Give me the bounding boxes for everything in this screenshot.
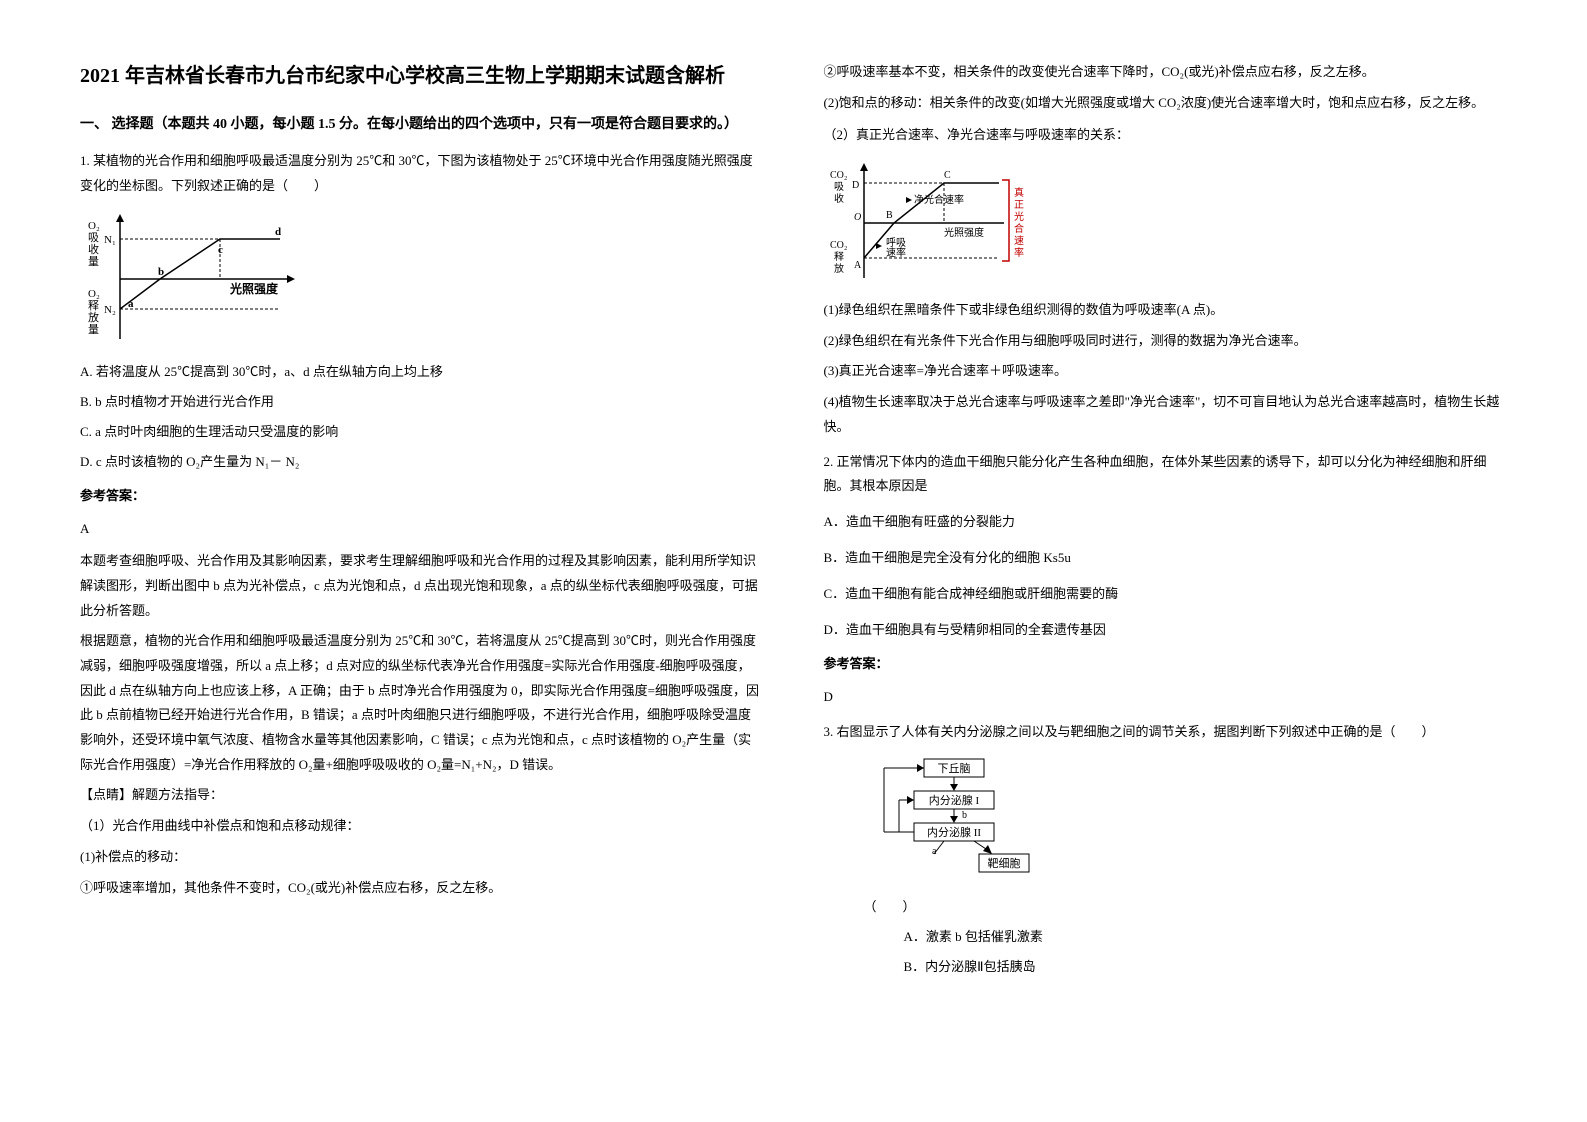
q2-answer: D	[824, 685, 1508, 710]
section-header: 一、 选择题（本题共 40 小题，每小题 1.5 分。在每小题给出的四个选项中，…	[80, 112, 764, 137]
svg-text:内分泌腺 II: 内分泌腺 II	[926, 825, 980, 839]
q1-answer: A	[80, 517, 764, 542]
col2-tip2-2: (2)绿色组织在有光条件下光合作用与细胞呼吸同时进行，测得的数据为净光合速率。	[824, 329, 1508, 354]
svg-text:合: 合	[1014, 222, 1024, 235]
svg-text:净光合速率: 净光合速率	[914, 193, 964, 206]
q1-optA: A. 若将温度从 25℃提高到 30℃时，a、d 点在纵轴方向上均上移	[80, 359, 764, 385]
col2-tip2-1: (1)绿色组织在黑暗条件下或非绿色组织测得的数值为呼吸速率(A 点)。	[824, 298, 1508, 323]
svg-text:N₂: N₂	[104, 304, 116, 316]
svg-text:a: a	[128, 298, 134, 310]
col2-figure: CO₂ 吸 收 CO₂ 释 放 D C B O A 净光合速率 光照强度 呼吸 …	[824, 158, 1508, 288]
svg-text:量: 量	[88, 323, 99, 336]
svg-text:放: 放	[88, 310, 99, 324]
q2-optA: A．造血干细胞有旺盛的分裂能力	[824, 509, 1508, 535]
q2-optB: B．造血干细胞是完全没有分化的细胞 Ks5u	[824, 545, 1508, 571]
svg-text:A: A	[854, 260, 862, 271]
fig1-y-bot: O₂	[88, 288, 100, 300]
q1-exp1: 本题考查细胞呼吸、光合作用及其影响因素，要求考生理解细胞呼吸和光合作用的过程及其…	[80, 549, 764, 623]
q2-text: 2. 正常情况下体内的造血干细胞只能分化产生各种血细胞，在体外某些因素的诱导下，…	[824, 450, 1508, 499]
svg-text:真: 真	[1014, 186, 1024, 199]
q2-optD: D．造血干细胞具有与受精卵相同的全套遗传基因	[824, 617, 1508, 643]
q3-paren: （ ）	[824, 894, 1508, 920]
svg-text:C: C	[944, 170, 951, 181]
right-column: ②呼吸速率基本不变，相关条件的改变使光合速率下降时，CO₂(或光)补偿点应右移，…	[824, 60, 1508, 984]
q3-optA: A．激素 b 包括催乳激素	[824, 924, 1508, 950]
svg-text:量: 量	[88, 255, 99, 268]
document-title: 2021 年吉林省长春市九台市纪家中心学校高三生物上学期期末试题含解析	[80, 60, 764, 92]
q1-optD: D. c 点时该植物的 O₂产生量为 N₁－ N₂	[80, 449, 764, 475]
q1-tip1-1-1: ①呼吸速率增加，其他条件不变时，CO₂(或光)补偿点应右移，反之左移。	[80, 876, 764, 901]
q3-optB: B．内分泌腺Ⅱ包括胰岛	[824, 954, 1508, 980]
svg-text:释: 释	[834, 250, 844, 263]
q2-answer-label: 参考答案：	[824, 651, 1508, 677]
svg-text:正: 正	[1014, 200, 1024, 211]
svg-text:CO₂: CO₂	[830, 170, 847, 181]
svg-text:吸: 吸	[834, 182, 844, 193]
svg-text:N₁: N₁	[104, 234, 116, 246]
svg-text:率: 率	[1014, 246, 1024, 259]
svg-text:O: O	[854, 212, 861, 223]
q1-optB: B. b 点时植物才开始进行光合作用	[80, 389, 764, 415]
col2-tip2: （2）真正光合速率、净光合速率与呼吸速率的关系：	[824, 123, 1508, 148]
col2-tip1-1-2: ②呼吸速率基本不变，相关条件的改变使光合速率下降时，CO₂(或光)补偿点应右移，…	[824, 60, 1508, 85]
svg-text:吸: 吸	[88, 232, 99, 244]
svg-text:d: d	[275, 226, 281, 238]
svg-text:下丘脑: 下丘脑	[937, 762, 970, 775]
q1-exp2: 根据题意，植物的光合作用和细胞呼吸最适温度分别为 25℃和 30℃，若将温度从 …	[80, 629, 764, 777]
q1-text: 1. 某植物的光合作用和细胞呼吸最适温度分别为 25℃和 30℃，下图为该植物处…	[80, 149, 764, 198]
q1-tip1-1: (1)补偿点的移动：	[80, 845, 764, 870]
svg-text:c: c	[218, 244, 223, 256]
svg-text:光照强度: 光照强度	[944, 226, 984, 239]
svg-text:释: 释	[88, 299, 99, 312]
svg-text:速: 速	[1014, 235, 1024, 247]
svg-text:速率: 速率	[886, 246, 906, 259]
q1-tip1: （1）光合作用曲线中补偿点和饱和点移动规律：	[80, 814, 764, 839]
fig1-y-top: O₂	[88, 220, 100, 232]
svg-text:光: 光	[1014, 210, 1024, 223]
left-column: 2021 年吉林省长春市九台市纪家中心学校高三生物上学期期末试题含解析 一、 选…	[80, 60, 764, 984]
q3-figure: 下丘脑 内分泌腺 I b 内分泌腺 II 靶细胞 a	[824, 754, 1508, 884]
svg-text:CO₂: CO₂	[830, 240, 847, 251]
q1-figure: O₂ 吸 收 量 O₂ 释 放 量 N₁ N₂ a b c d 光照强度	[80, 209, 764, 349]
col2-tip2-4: (4)植物生长速率取决于总光合速率与呼吸速率之差即"净光合速率"，切不可盲目地认…	[824, 390, 1508, 439]
q1-tip-header: 【点睛】解题方法指导：	[80, 783, 764, 808]
q1-answer-label: 参考答案：	[80, 483, 764, 509]
svg-text:光照强度: 光照强度	[229, 281, 279, 296]
svg-text:放: 放	[834, 262, 844, 275]
svg-text:靶细胞: 靶细胞	[987, 857, 1020, 870]
svg-text:D: D	[852, 180, 859, 191]
col2-tip2-3: (3)真正光合速率=净光合速率＋呼吸速率。	[824, 359, 1508, 384]
svg-text:b: b	[962, 810, 967, 821]
q1-optC: C. a 点时叶肉细胞的生理活动只受温度的影响	[80, 419, 764, 445]
col2-tip1-2: (2)饱和点的移动：相关条件的改变(如增大光照强度或增大 CO₂浓度)使光合速率…	[824, 91, 1508, 116]
svg-text:内分泌腺 I: 内分泌腺 I	[928, 793, 979, 807]
svg-text:B: B	[886, 210, 893, 221]
svg-text:收: 收	[88, 242, 99, 256]
q3-text: 3. 右图显示了人体有关内分泌腺之间以及与靶细胞之间的调节关系，据图判断下列叙述…	[824, 720, 1508, 745]
q2-optC: C．造血干细胞有能合成神经细胞或肝细胞需要的酶	[824, 581, 1508, 607]
svg-text:收: 收	[834, 192, 844, 205]
svg-text:b: b	[158, 266, 164, 278]
